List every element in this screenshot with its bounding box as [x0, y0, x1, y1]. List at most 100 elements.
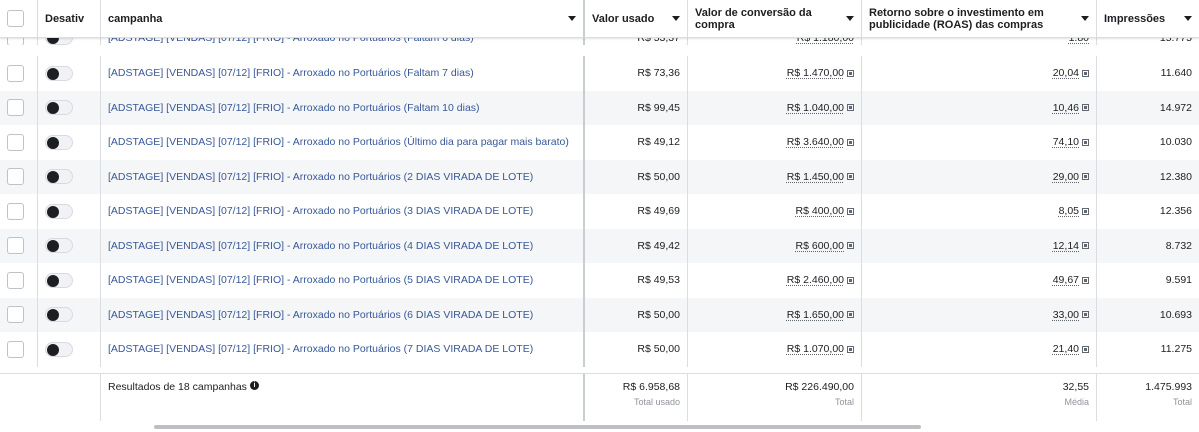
campaign-link[interactable]: [ADSTAGE] [VENDAS] [07/12] [FRIO] - Arro…: [108, 170, 534, 183]
chevron-down-icon[interactable]: [568, 16, 576, 21]
campaign-toggle[interactable]: [45, 272, 73, 288]
external-link-icon[interactable]: [847, 173, 854, 181]
row-checkbox[interactable]: [7, 64, 24, 82]
campaign-link[interactable]: [ADSTAGE] [VENDAS] [07/12] [FRIO] - Arro…: [108, 308, 534, 321]
table-row[interactable]: [ADSTAGE] [VENDAS] [07/12] [FRIO] - Arro…: [0, 125, 1199, 160]
external-link-icon[interactable]: [1082, 311, 1089, 319]
row-checkbox[interactable]: [7, 202, 24, 220]
row-checkbox[interactable]: [7, 99, 24, 117]
roas-value[interactable]: 74,10: [1052, 136, 1079, 149]
row-spent-cell: R$ 99,45: [585, 90, 688, 125]
conversion-value[interactable]: R$ 1.450,00: [786, 170, 844, 183]
header-roas[interactable]: Retorno sobre o investimento em publicid…: [862, 0, 1097, 37]
header-select-all-cell: [0, 0, 38, 37]
campaign-toggle[interactable]: [45, 65, 73, 81]
row-roas-cell: 20,04: [862, 56, 1097, 91]
footer-results-cell: Resultados de 18 campanhas i: [101, 374, 585, 421]
campaign-link[interactable]: [ADSTAGE] [VENDAS] [07/12] [FRIO] - Arro…: [108, 67, 474, 80]
external-link-icon[interactable]: [1082, 207, 1089, 215]
external-link-icon[interactable]: [847, 207, 854, 215]
spent-value: R$ 49,12: [637, 136, 680, 149]
conversion-value[interactable]: R$ 1.650,00: [786, 308, 844, 321]
row-check-cell: [0, 56, 38, 91]
chevron-down-icon[interactable]: [846, 16, 854, 21]
chevron-down-icon[interactable]: [1081, 16, 1089, 21]
select-all-checkbox[interactable]: [7, 10, 24, 27]
impressions-value: 12.380: [1159, 170, 1192, 183]
roas-value[interactable]: 12,14: [1052, 239, 1079, 252]
table-row[interactable]: [ADSTAGE] [VENDAS] [07/12] [FRIO] - Arro…: [0, 90, 1199, 125]
table-row[interactable]: [ADSTAGE] [VENDAS] [07/12] [FRIO] - Arro…: [0, 194, 1199, 229]
row-spent-cell: R$ 49,53: [585, 263, 688, 298]
row-checkbox[interactable]: [7, 168, 24, 186]
roas-value[interactable]: 8,05: [1058, 205, 1079, 218]
external-link-icon[interactable]: [1082, 104, 1089, 112]
campaign-link[interactable]: [ADSTAGE] [VENDAS] [07/12] [FRIO] - Arro…: [108, 136, 569, 149]
campaign-link[interactable]: [ADSTAGE] [VENDAS] [07/12] [FRIO] - Arro…: [108, 343, 534, 356]
campaign-toggle[interactable]: [45, 203, 73, 219]
table-row[interactable]: [ADSTAGE] [VENDAS] [07/12] [FRIO] - Arro…: [0, 332, 1199, 367]
conversion-value[interactable]: R$ 1.040,00: [786, 101, 844, 114]
table-row[interactable]: [ADSTAGE] [VENDAS] [07/12] [FRIO] - Arro…: [0, 159, 1199, 194]
row-checkbox[interactable]: [7, 340, 24, 358]
header-spent[interactable]: Valor usado: [585, 0, 688, 37]
row-checkbox[interactable]: [7, 237, 24, 255]
conversion-value[interactable]: R$ 400,00: [795, 205, 844, 218]
conversion-value[interactable]: R$ 1.070,00: [786, 343, 844, 356]
row-checkbox[interactable]: [7, 306, 24, 324]
external-link-icon[interactable]: [1082, 345, 1089, 353]
external-link-icon[interactable]: [1082, 69, 1089, 77]
campaign-link[interactable]: [ADSTAGE] [VENDAS] [07/12] [FRIO] - Arro…: [108, 239, 534, 252]
row-checkbox[interactable]: [7, 271, 24, 289]
row-roas-cell: 12,14: [862, 228, 1097, 263]
header-campaign[interactable]: campanha: [101, 0, 585, 37]
external-link-icon[interactable]: [847, 311, 854, 319]
campaign-toggle[interactable]: [45, 169, 73, 185]
campaign-toggle[interactable]: [45, 134, 73, 150]
conversion-value[interactable]: R$ 2.460,00: [786, 274, 844, 287]
conversion-value[interactable]: R$ 3.640,00: [786, 136, 844, 149]
roas-value[interactable]: 29,00: [1052, 170, 1079, 183]
table-row[interactable]: [ADSTAGE] [VENDAS] [07/12] [FRIO] - Arro…: [0, 56, 1199, 91]
campaign-link[interactable]: [ADSTAGE] [VENDAS] [07/12] [FRIO] - Arro…: [108, 274, 534, 287]
header-conversion[interactable]: Valor de conversão da compra: [688, 0, 862, 37]
row-checkbox[interactable]: [7, 133, 24, 151]
external-link-icon[interactable]: [847, 69, 854, 77]
external-link-icon[interactable]: [1082, 173, 1089, 181]
roas-value[interactable]: 21,40: [1052, 343, 1079, 356]
footer-spent-cell: R$ 6.958,68 Total usado: [585, 374, 688, 421]
row-conversion-cell: R$ 1.450,00: [688, 159, 862, 194]
external-link-icon[interactable]: [1082, 242, 1089, 250]
chevron-down-icon[interactable]: [1184, 16, 1192, 21]
conversion-value[interactable]: R$ 600,00: [795, 239, 844, 252]
info-icon[interactable]: i: [249, 381, 259, 390]
external-link-icon[interactable]: [847, 345, 854, 353]
external-link-icon[interactable]: [847, 138, 854, 146]
external-link-icon[interactable]: [1082, 276, 1089, 284]
row-check-cell: [0, 228, 38, 263]
campaign-link[interactable]: [ADSTAGE] [VENDAS] [07/12] [FRIO] - Arro…: [108, 101, 480, 114]
campaign-link[interactable]: [ADSTAGE] [VENDAS] [07/12] [FRIO] - Arro…: [108, 205, 534, 218]
table-row[interactable]: [ADSTAGE] [VENDAS] [07/12] [FRIO] - Arro…: [0, 263, 1199, 298]
external-link-icon[interactable]: [847, 242, 854, 250]
roas-value[interactable]: 33,00: [1052, 308, 1079, 321]
conversion-value[interactable]: R$ 1.470,00: [786, 67, 844, 80]
campaign-toggle[interactable]: [45, 341, 73, 357]
table-row[interactable]: [ADSTAGE] [VENDAS] [07/12] [FRIO] - Arro…: [0, 297, 1199, 333]
chevron-down-icon[interactable]: [672, 16, 680, 21]
campaign-toggle[interactable]: [45, 238, 73, 254]
header-impressions[interactable]: Impressões: [1097, 0, 1199, 37]
roas-value[interactable]: 10,46: [1052, 101, 1079, 114]
horizontal-scrollbar-thumb[interactable]: [154, 425, 921, 429]
external-link-icon[interactable]: [847, 104, 854, 112]
roas-value[interactable]: 20,04: [1052, 67, 1079, 80]
row-conversion-cell: R$ 400,00: [688, 194, 862, 229]
campaign-toggle[interactable]: [45, 307, 73, 323]
table-row[interactable]: [ADSTAGE] [VENDAS] [07/12] [FRIO] - Arro…: [0, 228, 1199, 263]
external-link-icon[interactable]: [847, 276, 854, 284]
campaign-toggle[interactable]: [45, 100, 73, 116]
external-link-icon[interactable]: [1082, 138, 1089, 146]
roas-value[interactable]: 49,67: [1052, 274, 1079, 287]
row-impressions-cell: 10.693: [1097, 298, 1199, 333]
results-count-label: Resultados de 18 campanhas: [108, 381, 247, 393]
